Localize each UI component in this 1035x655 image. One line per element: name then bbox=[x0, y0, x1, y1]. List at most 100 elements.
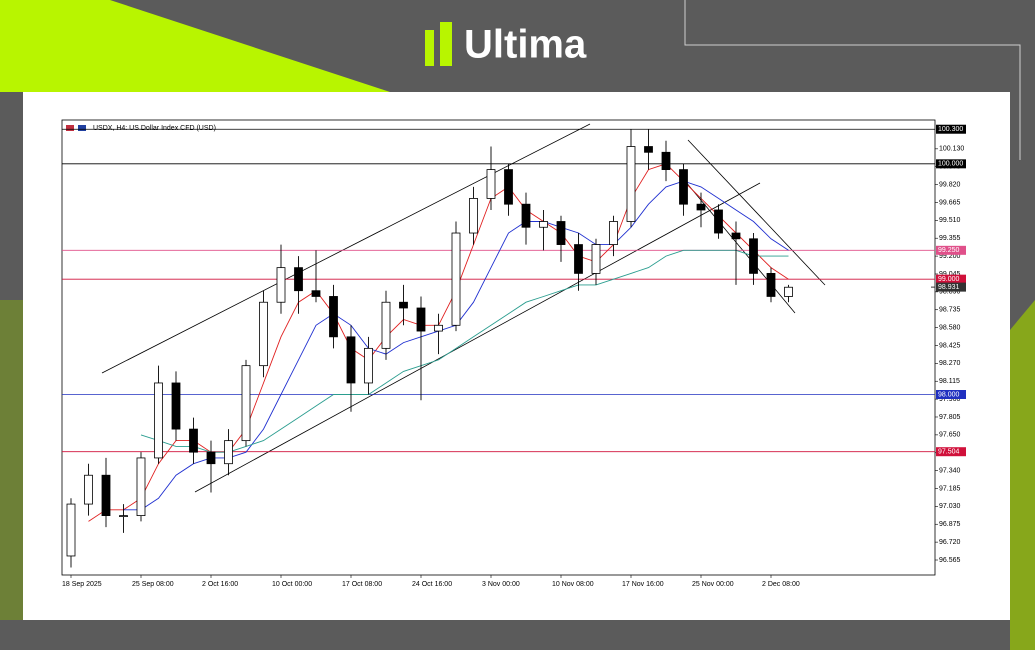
candle-body bbox=[644, 146, 653, 153]
chart-title: USDX, H4: US Dollar Index CFD (USD) bbox=[93, 125, 216, 132]
plot bbox=[62, 123, 935, 568]
candle-body bbox=[661, 151, 671, 170]
brand: Ultima bbox=[464, 23, 587, 67]
icon bbox=[78, 125, 86, 131]
candle-body bbox=[451, 232, 461, 326]
level-label: 99.000 bbox=[938, 276, 960, 283]
y-tick-label: 98.270 bbox=[939, 360, 961, 367]
deco-line bbox=[684, 0, 1021, 160]
candle-body bbox=[591, 244, 601, 274]
y-tick-label: 98.735 bbox=[939, 307, 961, 314]
x-tick-label: 25 Sep 08:00 bbox=[132, 581, 174, 588]
last-price-label: 98.931 bbox=[938, 284, 960, 291]
level-tag bbox=[936, 159, 966, 169]
candle-body bbox=[224, 440, 233, 465]
candle-body bbox=[679, 169, 688, 205]
candle-body bbox=[486, 169, 496, 199]
candle-body bbox=[66, 503, 76, 557]
x-tick-label: 2 Dec 08:00 bbox=[762, 581, 800, 588]
y-tick-label: 97.185 bbox=[939, 485, 961, 492]
level-label: 100.300 bbox=[938, 126, 963, 133]
candle-body bbox=[539, 221, 548, 228]
accent-top bbox=[0, 0, 390, 92]
candle-body bbox=[399, 301, 408, 309]
candle-body bbox=[609, 221, 618, 245]
candle-body bbox=[276, 267, 286, 303]
candle-body bbox=[101, 474, 111, 517]
candle-body bbox=[504, 169, 513, 205]
candle-body bbox=[416, 307, 426, 332]
candle-body bbox=[171, 382, 181, 430]
x-tick-label: 24 Oct 16:00 bbox=[412, 581, 452, 588]
candle-body bbox=[154, 382, 163, 459]
y-tick-label: 98.425 bbox=[939, 342, 961, 349]
level-tag bbox=[936, 447, 966, 457]
x-tick-label: 25 Nov 00:00 bbox=[692, 581, 734, 588]
candle-body bbox=[311, 290, 321, 297]
candle-body bbox=[766, 272, 776, 297]
candle-body bbox=[136, 457, 146, 517]
y-tick-label: 98.580 bbox=[939, 324, 961, 331]
level-tag bbox=[936, 124, 966, 134]
y-tick-label: 99.045 bbox=[939, 271, 961, 278]
x-tick-label: 3 Nov 00:00 bbox=[482, 581, 520, 588]
y-tick-label: 98.890 bbox=[939, 289, 961, 296]
y-tick-label: 97.805 bbox=[939, 414, 961, 421]
candle-body bbox=[189, 428, 198, 453]
candle-body bbox=[714, 209, 723, 234]
plot-frame bbox=[61, 119, 936, 576]
candle-body bbox=[381, 301, 391, 349]
level-tag bbox=[936, 245, 966, 255]
icon bbox=[66, 125, 74, 131]
x-tick-label: 10 Oct 00:00 bbox=[272, 581, 312, 588]
y-tick-label: 98.115 bbox=[939, 378, 960, 385]
candle-body bbox=[556, 221, 566, 245]
level-label: 100.000 bbox=[938, 161, 963, 168]
y-tick-label: 97.030 bbox=[939, 503, 961, 510]
candle-body bbox=[626, 146, 636, 222]
chart-panel bbox=[23, 92, 1010, 620]
y-tick-label: 100.130 bbox=[939, 146, 964, 153]
candle-body bbox=[346, 336, 356, 384]
y-tick-label: 99.200 bbox=[939, 253, 961, 260]
y-tick-label: 99.820 bbox=[939, 181, 961, 188]
candle-body bbox=[259, 301, 268, 367]
logo-mark bbox=[425, 30, 434, 66]
candle-body bbox=[784, 286, 793, 297]
trendline bbox=[679, 174, 796, 314]
candle-body bbox=[206, 451, 216, 465]
y-tick-label: 96.875 bbox=[939, 521, 961, 528]
y-tick-label: 97.650 bbox=[939, 432, 961, 439]
candle-body bbox=[434, 324, 443, 332]
x-tick-label: 17 Oct 08:00 bbox=[342, 581, 382, 588]
level-label: 99.250 bbox=[938, 247, 960, 254]
candle-body bbox=[241, 365, 251, 442]
x-tick-label: 2 Oct 16:00 bbox=[202, 581, 238, 588]
level-tag bbox=[936, 389, 966, 399]
candle-body bbox=[521, 203, 531, 228]
candle-body bbox=[364, 347, 373, 384]
x-tick-label: 17 Nov 16:00 bbox=[622, 581, 664, 588]
level-tag bbox=[936, 274, 966, 284]
y-tick-label: 96.565 bbox=[939, 557, 961, 564]
y-tick-label: 99.355 bbox=[939, 235, 961, 242]
x-tick-label: 10 Nov 08:00 bbox=[552, 581, 594, 588]
logo-mark bbox=[440, 22, 452, 66]
candle-body bbox=[119, 515, 128, 518]
x-tick-label: 18 Sep 2025 bbox=[62, 581, 102, 588]
candle-body bbox=[329, 296, 338, 338]
accent-right bbox=[1010, 300, 1035, 650]
last-price-tag bbox=[936, 282, 966, 292]
trendline bbox=[194, 182, 761, 493]
y-tick-label: 97.960 bbox=[939, 396, 961, 403]
candle-body bbox=[574, 244, 583, 274]
accent-left bbox=[0, 300, 23, 620]
moving-average bbox=[140, 249, 789, 453]
candle-body bbox=[696, 203, 706, 211]
y-tick-label: 99.665 bbox=[939, 199, 961, 206]
y-tick-label: 96.720 bbox=[939, 539, 961, 546]
candle-body bbox=[84, 474, 93, 505]
y-tick-label: 97.340 bbox=[939, 467, 961, 474]
level-label: 97.504 bbox=[938, 449, 960, 456]
